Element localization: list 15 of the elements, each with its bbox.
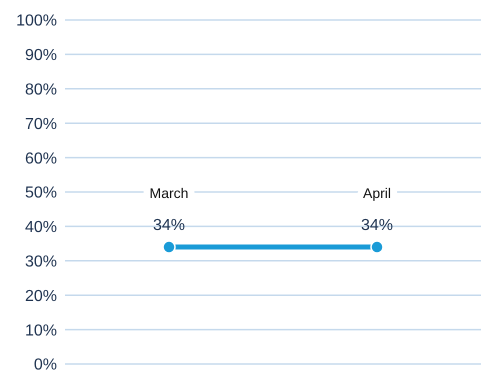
y-tick-label: 30% xyxy=(24,253,57,270)
data-label: 34% xyxy=(152,217,186,234)
y-tick-label: 0% xyxy=(34,356,57,372)
x-tick-label: April xyxy=(362,185,392,202)
y-tick-label: 40% xyxy=(24,219,57,236)
y-tick-label: 60% xyxy=(24,150,57,168)
y-tick-label: 20% xyxy=(24,288,57,305)
y-tick-label: 90% xyxy=(24,47,57,64)
data-label: 34% xyxy=(360,217,394,234)
y-tick-label: 100% xyxy=(16,12,57,30)
y-tick-label: 10% xyxy=(24,322,57,340)
y-tick-label: 80% xyxy=(24,81,57,98)
y-tick-label: 50% xyxy=(24,184,57,202)
y-tick-label: 70% xyxy=(24,116,57,133)
x-tick-label: March xyxy=(150,185,188,202)
